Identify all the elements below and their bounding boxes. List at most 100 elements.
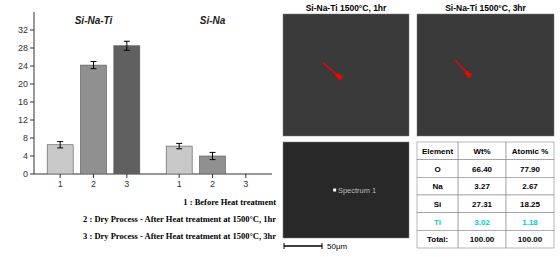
star-marker <box>465 71 473 78</box>
table-cell <box>417 177 458 195</box>
x-tick-label: 1 <box>177 179 182 189</box>
error-line <box>93 62 94 69</box>
table-cell <box>458 142 506 160</box>
x-tick-label: 1 <box>58 179 63 189</box>
error-cap <box>176 143 182 144</box>
table-cell <box>417 160 458 178</box>
table-text: 3.27 <box>474 182 490 191</box>
table-header: Atomic % <box>512 147 548 156</box>
table: ElementWt%Atomic %O66.4077.90Na3.272.67S… <box>417 142 554 248</box>
table-text: 1.18 <box>522 218 538 227</box>
table-cell <box>506 230 554 248</box>
table-cell <box>506 177 554 195</box>
table-cell <box>458 177 506 195</box>
x-tick <box>126 174 127 178</box>
sem-image: Spectrum 1 <box>283 142 409 238</box>
sem-image: Si-Na-Ti 1500°C, 3hr <box>417 3 554 136</box>
y-tick <box>30 174 34 175</box>
error-line <box>179 143 180 148</box>
image-label: Spectrum 1 <box>338 186 376 195</box>
labels: 123Si-Na-Ti123Si-Na1 : Before Heat treat… <box>58 15 277 241</box>
table-cell <box>458 195 506 213</box>
table-text: Na <box>432 182 443 191</box>
table-cell <box>417 213 458 231</box>
table-cell <box>506 160 554 178</box>
x-tick <box>212 174 213 178</box>
y-tick-label: 16 <box>18 97 28 107</box>
y-tick-label: 8 <box>23 133 28 143</box>
group-label: Si-Na <box>200 15 226 26</box>
legend-note: 2 : Dry Process - After Heat treatment a… <box>83 214 276 224</box>
x-tick <box>245 174 246 178</box>
arrow <box>323 63 339 78</box>
table-text: Total: <box>427 235 448 244</box>
arrow <box>455 60 469 75</box>
table-text: 18.25 <box>520 200 541 209</box>
x-tick <box>179 174 180 178</box>
error-bar <box>176 143 182 148</box>
y-tick <box>30 48 34 49</box>
table-cell <box>458 213 506 231</box>
figure: 048121620242832123Si-Na-Ti123Si-Na1 : Be… <box>0 0 560 257</box>
x-tick-label: 2 <box>91 179 96 189</box>
table-header: Element <box>422 147 453 156</box>
scale-bar: 50μm <box>284 242 348 251</box>
table-cell <box>458 160 506 178</box>
bars <box>47 46 225 174</box>
error-line <box>126 41 127 50</box>
table-cell <box>506 195 554 213</box>
error-cap <box>91 68 97 69</box>
image-placeholder <box>417 14 554 136</box>
error-bars <box>57 41 215 159</box>
y-axis <box>34 12 35 174</box>
y-tick-label: 4 <box>23 151 28 161</box>
y-tick-label: 32 <box>18 25 28 35</box>
error-cap <box>91 61 97 62</box>
table-text: 100.00 <box>470 235 495 244</box>
x-tick-label: 3 <box>124 179 129 189</box>
legend-note: 1 : Before Heat treatment <box>183 197 276 207</box>
image-placeholder <box>283 14 409 136</box>
x-tick <box>60 174 61 178</box>
table-text: 66.40 <box>472 165 493 174</box>
scale-line <box>284 245 322 247</box>
table-cell <box>417 142 458 160</box>
error-bar <box>91 62 97 69</box>
table-cell <box>458 230 506 248</box>
axes: 048121620242832 <box>18 12 272 179</box>
error-cap <box>124 50 130 51</box>
bar <box>81 65 107 174</box>
group-label: Si-Na-Ti <box>75 15 113 26</box>
image-title: Si-Na-Ti 1500°C, 1hr <box>306 3 387 13</box>
y-tick <box>30 102 34 103</box>
y-tick <box>30 30 34 31</box>
table-cell <box>417 195 458 213</box>
table-text: 2.67 <box>522 182 538 191</box>
error-bar <box>124 41 130 50</box>
error-line <box>60 142 61 148</box>
y-tick <box>30 66 34 67</box>
bar <box>166 146 192 174</box>
scale-label: 50μm <box>327 242 348 251</box>
table-header: Wt% <box>473 147 490 156</box>
table-text: 100.00 <box>518 235 543 244</box>
bar <box>233 174 259 175</box>
error-cap <box>124 41 130 42</box>
y-tick <box>30 156 34 157</box>
y-tick-label: 24 <box>18 61 28 71</box>
sem-image: Si-Na-Ti 1500°C, 1hr <box>283 3 409 136</box>
y-tick <box>30 138 34 139</box>
bar <box>114 46 140 174</box>
table-cell <box>506 142 554 160</box>
error-cap <box>57 141 63 142</box>
y-tick-label: 0 <box>23 169 28 179</box>
x-tick <box>93 174 94 178</box>
table-cell <box>506 213 554 231</box>
table-text: Si <box>434 200 442 209</box>
error-bar <box>57 142 63 148</box>
scale-end <box>284 243 285 249</box>
image-placeholder <box>283 142 409 238</box>
table-text: 3.02 <box>474 218 490 227</box>
error-cap <box>176 148 182 149</box>
table-text: 27.31 <box>472 200 493 209</box>
